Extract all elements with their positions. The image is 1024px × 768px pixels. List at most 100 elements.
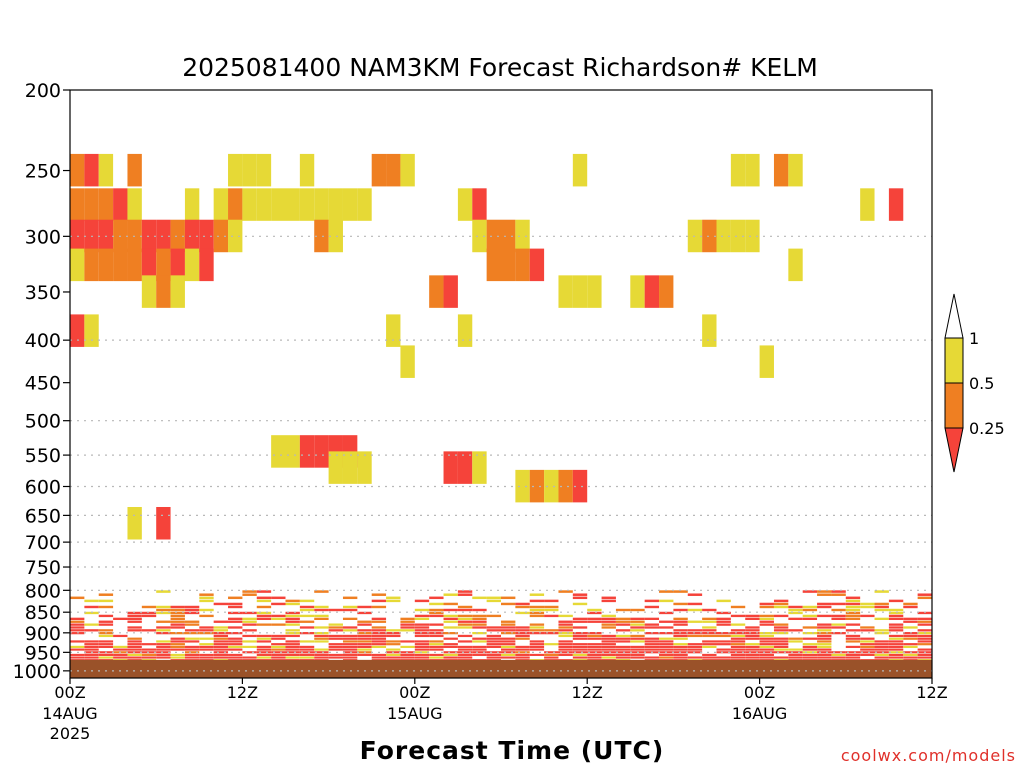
low-level-cell [544, 629, 559, 632]
low-level-cell [759, 651, 774, 654]
low-level-cell [443, 651, 458, 654]
low-level-cell [745, 634, 760, 638]
low-level-cell [472, 614, 487, 618]
low-level-cell [357, 620, 372, 623]
low-level-cell [874, 605, 889, 609]
low-level-cell [917, 640, 932, 643]
low-level-cell [371, 645, 387, 648]
low-level-cell [256, 634, 272, 638]
low-level-cell [127, 617, 142, 621]
low-level-cell [917, 648, 932, 651]
low-level-cell [98, 653, 114, 656]
ri-cell [702, 314, 717, 347]
low-level-cell [501, 620, 516, 623]
low-level-cell [544, 605, 559, 609]
ri-cell [113, 188, 128, 221]
low-level-cell [371, 634, 387, 638]
ri-cell [199, 219, 214, 253]
low-level-cell [558, 614, 573, 618]
low-level-cell [342, 637, 358, 640]
low-level-cell [673, 629, 688, 632]
low-level-cell [342, 617, 358, 621]
low-level-cell [515, 634, 530, 638]
low-level-cell [529, 643, 545, 646]
low-level-cell [486, 634, 501, 638]
low-level-cell [788, 640, 803, 643]
low-level-cell [156, 645, 171, 648]
ri-cell [156, 248, 171, 282]
low-level-cell [730, 637, 746, 640]
low-level-cell [170, 653, 185, 656]
low-level-cell [659, 620, 674, 623]
credit-link[interactable]: coolwx.com/models [841, 746, 1016, 765]
low-level-cell [184, 632, 200, 635]
low-level-cell [773, 599, 789, 603]
low-level-cell [457, 620, 473, 623]
low-level-cell [472, 651, 487, 654]
low-level-cell [874, 653, 889, 656]
ri-cell [84, 248, 99, 282]
low-level-cell [702, 645, 717, 648]
low-level-cell [242, 656, 257, 659]
low-level-cell [845, 637, 861, 640]
low-level-cell [256, 656, 272, 659]
ri-cell [213, 188, 229, 221]
ri-cell [127, 506, 142, 540]
low-level-cell [587, 637, 602, 640]
low-level-cell [587, 651, 602, 654]
low-level-cell [544, 599, 559, 603]
low-level-cell [730, 632, 746, 635]
low-level-cell [400, 629, 415, 632]
low-level-cell [271, 637, 286, 640]
low-level-cell [170, 637, 185, 640]
low-level-cell [673, 637, 688, 640]
colorbar-label: 1 [969, 329, 979, 348]
low-level-cell [299, 599, 315, 603]
low-level-cell [529, 605, 545, 609]
low-level-cell [630, 656, 645, 659]
low-level-cell [874, 608, 889, 612]
low-level-cell [472, 640, 487, 643]
low-level-cell [141, 605, 157, 609]
low-level-cell [529, 648, 545, 651]
low-level-cell [472, 608, 487, 612]
low-level-cell [745, 617, 760, 621]
low-level-cell [529, 608, 545, 612]
low-level-cell [745, 643, 760, 646]
low-level-cell [98, 605, 114, 609]
low-level-cell [170, 620, 185, 623]
low-level-cell [199, 593, 214, 596]
low-level-cell [285, 620, 300, 623]
low-level-cell [860, 640, 875, 643]
low-level-cell [716, 620, 731, 623]
ri-cell [70, 248, 85, 282]
low-level-cell [357, 629, 372, 632]
low-level-cell [773, 614, 789, 618]
low-level-cell [170, 605, 185, 609]
low-level-cell [702, 629, 717, 632]
low-level-cell [199, 596, 214, 600]
ri-cell [501, 219, 516, 253]
low-level-cell [860, 602, 875, 606]
ri-cell [558, 275, 573, 308]
low-level-cell [285, 614, 300, 618]
low-level-cell [357, 637, 372, 640]
low-level-cell [587, 643, 602, 646]
low-level-cell [673, 648, 688, 651]
ri-cell [788, 248, 803, 282]
ri-cell [544, 469, 559, 503]
low-level-cell [472, 596, 487, 600]
low-level-cell [817, 645, 832, 648]
low-level-cell [127, 611, 142, 615]
low-level-cell [845, 651, 861, 654]
low-level-cell [84, 640, 99, 643]
x-tick-date: 15AUG [387, 704, 442, 723]
low-level-cell [70, 617, 85, 621]
low-level-cell [256, 640, 272, 643]
ri-cell [271, 435, 286, 468]
low-level-cell [184, 623, 200, 626]
low-level-cell [831, 617, 846, 621]
low-level-cell [544, 651, 559, 654]
low-level-cell [213, 653, 229, 656]
low-level-cell [587, 634, 602, 638]
